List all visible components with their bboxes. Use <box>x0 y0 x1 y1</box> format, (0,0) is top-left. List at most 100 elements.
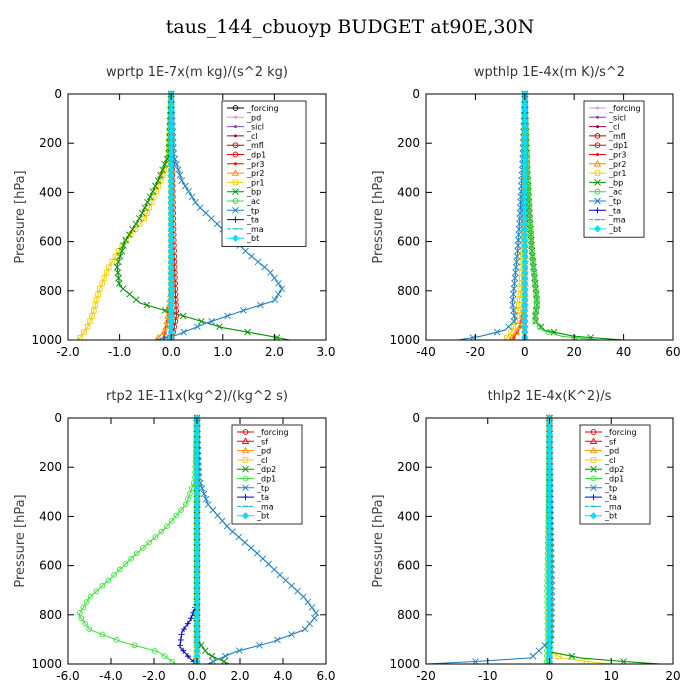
data-point <box>232 151 239 158</box>
data-point <box>114 269 122 276</box>
data-point <box>157 171 164 179</box>
data-point <box>514 242 522 249</box>
data-point <box>180 647 187 654</box>
y-tick-label: 0 <box>54 411 62 425</box>
y-tick-label: 1000 <box>389 657 420 671</box>
data-point <box>119 285 127 293</box>
data-point <box>84 323 91 330</box>
data-point <box>300 593 307 600</box>
data-point <box>168 517 175 524</box>
legend-label: _bt <box>256 512 269 521</box>
data-point <box>517 198 524 206</box>
data-point <box>257 301 264 309</box>
data-point <box>532 285 539 292</box>
data-point <box>185 188 192 195</box>
data-point <box>143 301 151 309</box>
data-point <box>594 179 601 186</box>
data-point <box>516 215 524 222</box>
data-point <box>596 106 599 110</box>
data-point <box>200 490 208 498</box>
data-point <box>126 290 133 298</box>
data-point <box>201 647 209 655</box>
data-point <box>589 437 598 444</box>
legend-label: _forcing <box>246 104 279 113</box>
data-point <box>146 193 154 201</box>
legend-label: _dp2 <box>604 465 624 474</box>
data-point <box>278 285 286 293</box>
data-point <box>288 631 295 638</box>
data-point <box>177 642 184 649</box>
data-point <box>103 269 110 276</box>
legend: _forcing_sf_pd_cl_dp2_dp1_tp_ta_ma_bt <box>231 424 303 525</box>
chart-title: thlp2 1E-4x(K^2)/s <box>488 389 612 404</box>
data-point <box>248 253 255 260</box>
y-tick-label: 200 <box>397 460 420 474</box>
legend-label: _cl <box>256 456 268 465</box>
data-point <box>184 620 191 627</box>
data-point <box>590 484 597 492</box>
x-tick-label: 10 <box>604 669 619 683</box>
legend-label: _dp1 <box>246 151 266 160</box>
data-point <box>240 307 247 314</box>
x-tick-label: -2.0 <box>56 345 79 359</box>
legend-label: _cl <box>246 132 258 141</box>
data-point <box>247 544 255 552</box>
data-point <box>144 198 151 206</box>
x-tick-label: 0.0 <box>187 669 206 683</box>
data-point <box>146 204 153 211</box>
data-point <box>232 105 239 111</box>
data-point <box>192 198 199 206</box>
data-point <box>182 501 189 508</box>
data-point <box>288 582 295 590</box>
data-point <box>515 231 522 239</box>
data-point <box>253 549 261 557</box>
data-point <box>516 209 524 217</box>
data-point <box>204 501 212 508</box>
data-point <box>510 307 517 314</box>
legend-label: _sf <box>256 437 268 446</box>
data-point <box>590 465 597 473</box>
data-point <box>513 253 521 260</box>
data-point <box>209 506 217 514</box>
chart-title: wprtp 1E-7x(m kg)/(s^2 kg) <box>106 65 288 80</box>
data-point <box>308 604 316 611</box>
data-point <box>236 647 243 655</box>
legend-label: _ta <box>256 493 269 502</box>
legend-label: _pr1 <box>608 169 626 178</box>
chart-title: wpthlp 1E-4x(m K)/s^2 <box>474 65 625 80</box>
data-point <box>535 647 543 655</box>
data-point <box>151 647 158 654</box>
data-point <box>174 166 182 174</box>
series-line-dp2 <box>196 418 230 665</box>
data-point <box>208 652 216 660</box>
data-point <box>86 626 92 632</box>
data-point <box>87 593 94 600</box>
data-point <box>97 286 103 292</box>
legend-label: _dp2 <box>256 465 276 474</box>
data-point <box>594 142 601 149</box>
data-point <box>242 457 249 463</box>
data-point <box>109 259 115 265</box>
legend-label: _pr3 <box>246 160 264 169</box>
data-point <box>271 296 279 303</box>
data-point <box>208 215 215 222</box>
data-point <box>510 317 518 325</box>
data-point <box>275 280 282 287</box>
data-point <box>593 225 602 233</box>
data-point <box>534 302 540 308</box>
data-point <box>214 512 221 519</box>
data-point <box>161 161 169 168</box>
data-point <box>510 285 518 293</box>
data-point <box>594 170 601 176</box>
data-point <box>152 182 159 190</box>
legend-label: _pr1 <box>246 178 264 187</box>
data-point <box>105 577 112 584</box>
data-point <box>593 159 602 167</box>
legend: _forcing_sf_pd_cl_dp2_dp1_tp_ta_ma_bt <box>579 424 651 525</box>
data-point <box>187 490 193 497</box>
data-point <box>234 125 237 129</box>
data-point <box>311 614 318 622</box>
data-point <box>178 631 185 638</box>
x-tick-label: -4.0 <box>99 669 122 683</box>
